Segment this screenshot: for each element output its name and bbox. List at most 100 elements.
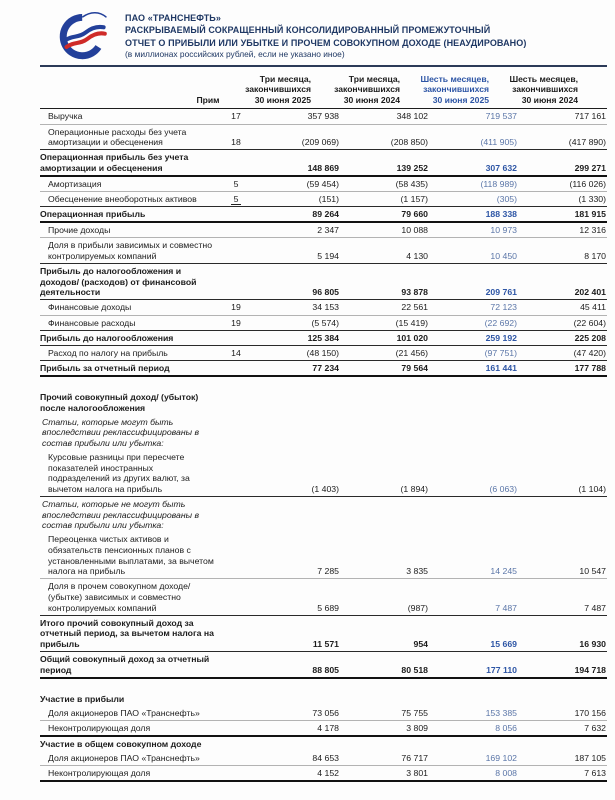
table-row: Курсовые разницы при пересчете показател… [40,450,607,498]
document-page: ПАО «ТРАНСНЕФТЬ» РАСКРЫВАЕМЫЙ СОКРАЩЕННЫ… [40,10,607,783]
row-label: Прочие доходы [48,225,111,236]
value-cell: 101 020 [396,332,428,343]
note-ref: 19 [231,302,241,313]
value-cell: 357 938 [307,111,339,122]
value-cell: 2 347 [317,225,339,236]
value-cell: 161 441 [485,362,517,373]
value-cell: (209 069) [301,137,339,148]
value-cell: 202 401 [574,287,606,298]
value-cell: 153 385 [485,707,517,718]
value-cell: 307 632 [485,162,517,173]
column-header-period-3: Шесть месяцев, закончившихся 30 июня 2025 [420,74,489,105]
value-cell: (987) [407,602,428,613]
value-cell: (151) [318,194,339,205]
value-cell: 7 285 [317,566,339,577]
transneft-logo-icon [52,10,110,62]
value-cell: (48 150) [306,347,339,358]
value-cell: (1 157) [400,194,428,205]
value-cell: 11 571 [312,638,339,649]
report-title-line2: ОТЧЕТ О ПРИБЫЛИ ИЛИ УБЫТКЕ И ПРОЧЕМ СОВО… [125,37,527,48]
note-ref: 5 [222,194,250,206]
value-cell: 76 717 [401,753,428,764]
value-cell: (47 420) [573,347,606,358]
table-row: Доля акционеров ПАО «Транснефть» 84 653 76… [40,751,607,767]
value-cell: 89 264 [312,209,339,220]
table-row: Прибыль за отчетный период 77 234 79 564 16… [40,361,607,378]
value-cell: 188 338 [485,209,517,220]
value-cell: 73 056 [312,707,339,718]
value-cell: 12 316 [579,225,606,236]
value-cell: 7 487 [495,602,517,613]
table-row: Финансовые расходы 19 (5 574) (15 419) (22 6… [40,316,607,331]
row-label: Общий совокупный доход за отчетный перио… [40,653,210,675]
row-label: Выручка [48,111,83,122]
table-row: Операционная прибыль 89 264 79 660 188 338 1… [40,207,607,224]
value-cell: 209 761 [485,287,517,298]
row-label: Финансовые расходы [48,317,136,328]
table-row: Прочий совокупный доход/ (убыток) после … [40,390,607,415]
income-statement-table: Прим Три месяца, закончившихся 30 июня 2025… [40,67,607,783]
row-label: Курсовые разницы при пересчете показател… [48,452,190,494]
value-cell: (21 456) [395,347,428,358]
value-cell: (118 989) [480,179,517,189]
report-title-line1: РАСКРЫВАЕМЫЙ СОКРАЩЕННЫЙ КОНСОЛИДИРОВАНН… [125,25,491,36]
row-label: Неконтролирующая доля [48,768,151,779]
value-cell: (5 574) [311,317,339,328]
document-header: ПАО «ТРАНСНЕФТЬ» РАСКРЫВАЕМЫЙ СОКРАЩЕННЫ… [40,10,607,62]
value-cell: 125 384 [307,332,339,343]
value-cell: (6 063) [489,483,517,494]
note-ref: 5 [233,179,239,189]
value-cell: (305) [496,194,517,205]
value-cell: 10 088 [401,225,428,236]
column-header-period-4: Шесть месяцев, закончившихся 30 июня 2024 [509,74,578,105]
value-cell: 4 152 [317,768,339,779]
value-cell: 79 660 [401,209,428,220]
table-row: Операционные расходы без учета амортизац… [40,125,607,151]
row-label: Доля акционеров ПАО «Транснефть» [48,753,200,764]
row-label: Расход по налогу на прибыль [48,347,168,358]
table-row: Амортизация 5 (59 454) (58 435) (118 989) (11… [40,177,607,193]
table-row: Участие в общем совокупном доходе [40,737,607,751]
row-label: Участие в прибыли [40,693,125,704]
units-note: (в миллионах российских рублей, если не … [125,49,345,60]
value-cell: 3 835 [406,566,428,577]
value-cell: (1 894) [400,483,428,494]
row-label: Участие в общем совокупном доходе [40,738,202,749]
table-row: Участие в прибыли [40,692,607,706]
header-divider [40,65,607,67]
value-cell: 10 973 [490,225,517,236]
row-label: Обесценение внеоборотных активов [48,194,197,205]
value-cell: 954 [413,638,429,649]
value-cell: (116 026) [569,179,606,189]
value-cell: 96 805 [312,287,339,298]
column-header-note: Прим [196,95,220,106]
table-row: Статьи, которые могут быть впоследствии … [40,415,607,450]
value-cell: 45 411 [580,302,606,313]
table-row: Итого прочий совокупный доход за отчетны… [40,616,607,652]
value-cell: 77 234 [312,362,339,373]
value-cell: (417 890) [568,137,606,148]
value-cell: (58 435) [395,179,428,189]
value-cell: 7 632 [584,722,606,733]
row-label: Доля в прочем совокупном доходе/ (убытке… [48,581,191,613]
row-label: Операционная прибыль [40,209,146,220]
row-label: Прибыль до налогообложения [40,332,174,343]
row-label: Прочий совокупный доход/ (убыток) после … [40,392,199,413]
value-cell: (1 403) [311,483,339,494]
note-ref: 19 [231,317,241,328]
value-cell: (22 604) [573,317,606,328]
value-cell: 148 869 [307,162,339,173]
column-header-period-1: Три месяца, закончившихся 30 июня 2025 [245,74,311,105]
value-cell: 5 194 [317,251,339,262]
value-cell: 88 805 [312,664,339,675]
value-cell: 177 110 [486,664,517,675]
row-label: Итого прочий совокупный доход за отчетны… [40,617,214,649]
value-cell: 194 718 [574,664,606,675]
table-row: Прибыль до налогообложения 125 384 101 020… [40,331,607,346]
row-label: Амортизация [48,179,102,189]
table-row: Выручка 17 357 938 348 102 719 537 717 161 [40,109,607,125]
table-row: Расход по налогу на прибыль 14 (48 150) (21… [40,346,607,361]
table-row: Доля акционеров ПАО «Транснефть» 73 056 75… [40,706,607,721]
table-row: Операционная прибыль без учета амортизац… [40,150,607,177]
company-name: ПАО «ТРАНСНЕФТЬ» [125,13,221,23]
